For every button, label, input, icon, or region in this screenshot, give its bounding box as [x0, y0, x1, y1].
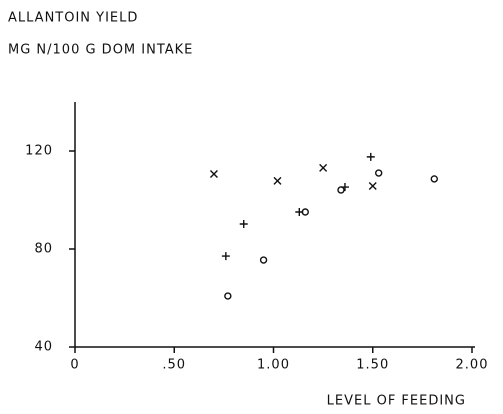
x-tick-label: .50: [162, 358, 186, 373]
y-tick-label: 80: [34, 242, 53, 257]
chart-subtitle: MG N/100 G DOM INTAKE: [8, 43, 193, 58]
point: [301, 208, 309, 216]
chart-title: ALLANTOIN YIELD: [8, 11, 138, 26]
x-tick-label: 1.00: [257, 358, 290, 373]
x-axis-label: LEVEL OF FEEDING: [327, 394, 466, 409]
point: [209, 170, 218, 179]
x-tick-label: 1.50: [356, 358, 389, 373]
point: [319, 163, 328, 172]
point: [224, 292, 232, 300]
point: [368, 182, 377, 191]
point: [430, 175, 438, 183]
point: [239, 220, 248, 229]
x-tick-label: 0: [70, 358, 79, 373]
point: [259, 256, 268, 264]
point: [366, 152, 375, 161]
point: [337, 186, 345, 194]
axes: [74, 102, 475, 348]
point: [273, 176, 282, 185]
point: [375, 169, 383, 177]
point: [221, 252, 230, 261]
y-tick-label: 40: [34, 340, 53, 355]
y-tick-label: 120: [25, 144, 53, 159]
x-tick-label: 2.00: [456, 358, 489, 373]
